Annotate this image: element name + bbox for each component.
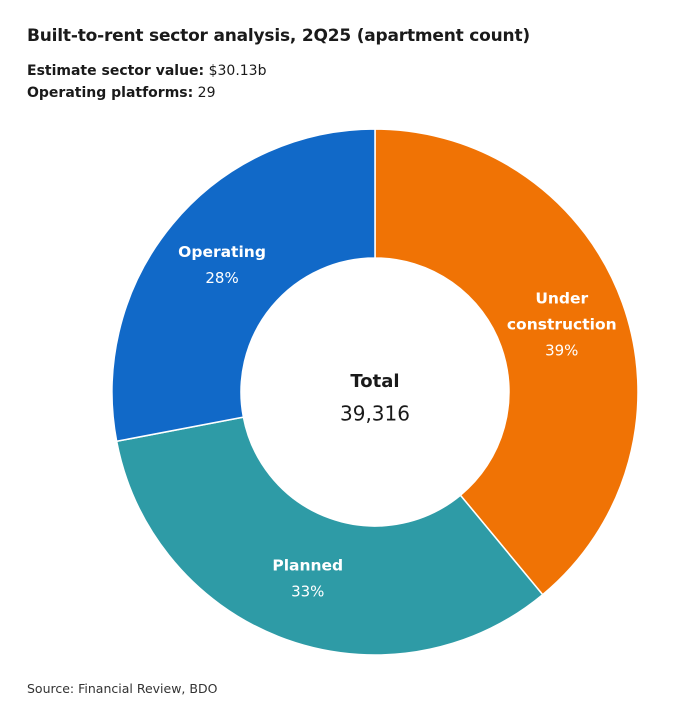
center-total-value: 39,316 [340,402,410,426]
slice-name-label: Operating [178,243,266,261]
slice-percent-label: 33% [291,582,324,600]
slice-name-label: Planned [272,556,343,574]
slice-percent-label: 28% [205,269,238,287]
operating-platforms-stat: Operating platforms: 29 [27,85,216,101]
slice-under-construction [374,128,639,596]
stat-label: Estimate sector value: [27,63,205,79]
slice-name-label: Under [535,289,588,307]
stat-value: 29 [197,85,216,101]
slice-percent-label: 39% [545,341,578,359]
sector-value-stat: Estimate sector value: $30.13b [27,63,266,79]
source-note: Source: Financial Review, BDO [27,681,218,696]
slice-operating [111,128,376,443]
stat-value: $30.13b [208,63,267,79]
slice-planned [115,416,544,656]
chart-title: Built-to-rent sector analysis, 2Q25 (apa… [27,26,530,46]
stat-label: Operating platforms: [27,85,194,101]
center-total-label: Total [350,371,399,392]
slice-name-label: construction [507,315,617,333]
